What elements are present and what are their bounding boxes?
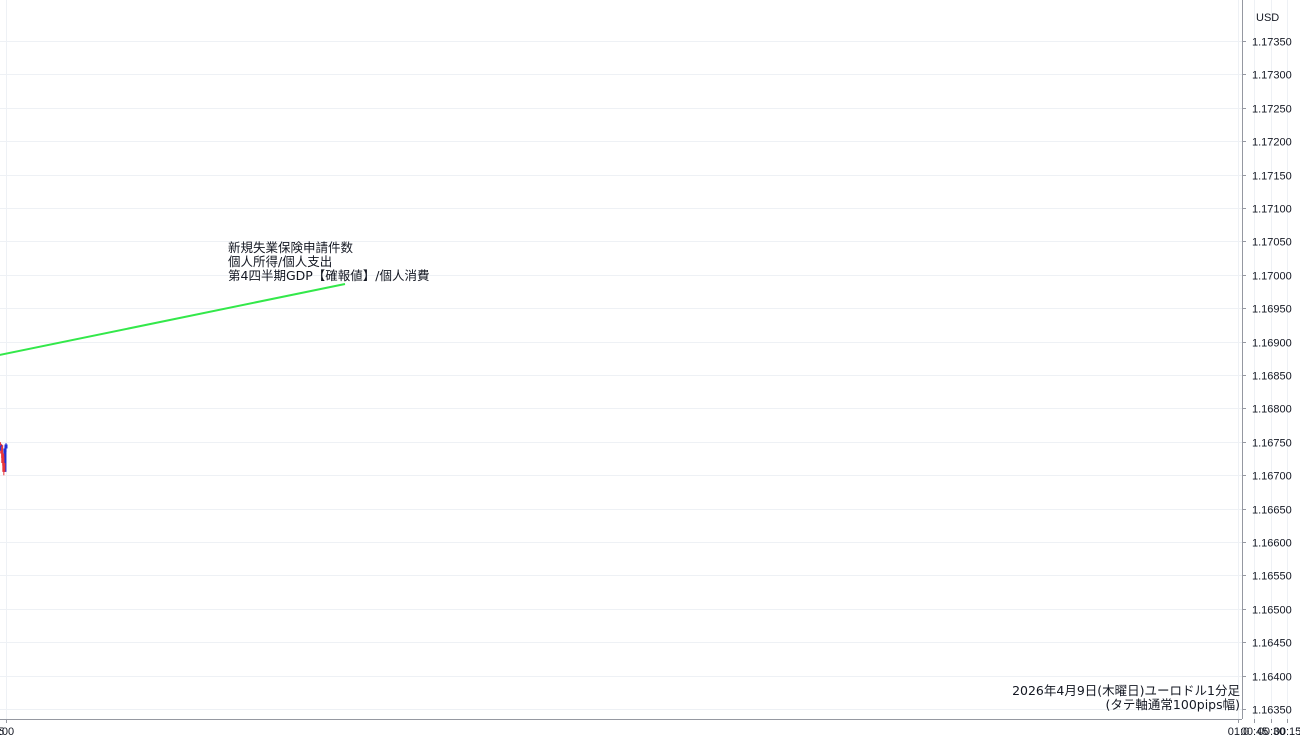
time-tick-label: 00:15 [1274, 726, 1300, 738]
caption: 2026年4月9日(木曜日)ユーロドル1分足 (タテ軸通常100pips幅) [1012, 683, 1240, 712]
price-tick-label: 1.16800 [1252, 404, 1292, 416]
price-tick-label: 1.16350 [1252, 705, 1292, 717]
candle-body [0, 445, 4, 454]
time-tick-label: 20:15 [0, 726, 4, 738]
price-tick-label: 1.16850 [1252, 371, 1292, 383]
price-tick-label: 1.17200 [1252, 137, 1292, 149]
price-tick-label: 1.16550 [1252, 571, 1292, 583]
currency-label: USD [1256, 12, 1279, 24]
annotation-pointer-line [0, 283, 346, 356]
price-tick-label: 1.17100 [1252, 204, 1292, 216]
time-tick-label: 01:0 [1228, 726, 1249, 738]
price-tick-label: 1.16450 [1252, 638, 1292, 650]
candle-body [4, 444, 8, 449]
annotation-line-3: 第4四半期GDP【確報値】/個人消費 [228, 268, 430, 283]
caption-line-2: (タテ軸通常100pips幅) [1106, 697, 1240, 712]
candle [0, 440, 2, 452]
price-tick-label: 1.17150 [1252, 171, 1292, 183]
candle-body [3, 448, 7, 472]
annotation-line-1: 新規失業保険申請件数 [228, 240, 354, 255]
price-tick-label: 1.16400 [1252, 672, 1292, 684]
time-tick-label: 00:30 [1258, 726, 1286, 738]
price-tick-label: 1.16750 [1252, 438, 1292, 450]
annotation: 新規失業保険申請件数 個人所得/個人支出 第4四半期GDP【確報値】/個人消費 [0, 240, 430, 356]
price-tick-label: 1.16700 [1252, 471, 1292, 483]
candles [0, 440, 8, 476]
price-tick-label: 1.17350 [1252, 37, 1292, 49]
time-axis-ticks: :0020:1520:3020:4521:0021:1521:3021:4522… [0, 719, 1300, 738]
candle-body [2, 463, 6, 472]
price-tick-label: 1.17050 [1252, 237, 1292, 249]
caption-line-1: 2026年4月9日(木曜日)ユーロドル1分足 [1012, 683, 1240, 698]
gridlines [0, 0, 1288, 719]
price-axis-ticks: 1.17350 1.17300 1.17250 1.17200 1.17150 1.171… [1242, 37, 1292, 717]
price-tick-label: 1.16950 [1252, 304, 1292, 316]
candle-body [0, 442, 2, 446]
time-tick-label: :00 [0, 726, 14, 738]
price-tick-label: 1.16500 [1252, 605, 1292, 617]
price-tick-label: 1.17300 [1252, 70, 1292, 82]
price-tick-label: 1.16900 [1252, 338, 1292, 350]
time-tick-label: 10 [1297, 726, 1300, 738]
price-tick-label: 1.16650 [1252, 505, 1292, 517]
time-tick-label: 00:45 [1241, 726, 1269, 738]
price-tick-label: 1.17000 [1252, 271, 1292, 283]
candle [1, 453, 5, 466]
candle-body [0, 445, 3, 447]
price-tick-label: 1.16600 [1252, 538, 1292, 550]
annotation-line-2: 個人所得/個人支出 [228, 254, 332, 269]
price-tick-label: 1.17250 [1252, 104, 1292, 116]
candle-body [1, 453, 5, 464]
